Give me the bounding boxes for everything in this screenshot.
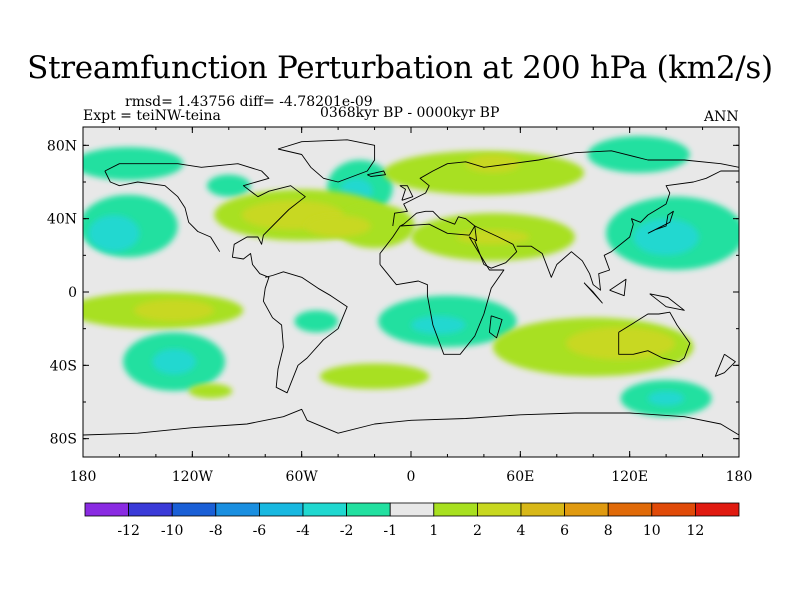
experiment-label: Expt = teiNW-teina [83, 108, 221, 124]
x-axis: 180 120W 60W 0 60E 120E 180 [70, 127, 753, 485]
coastline [647, 210, 674, 234]
coastline [399, 185, 414, 201]
contour-region [647, 391, 685, 406]
coastline [392, 150, 739, 227]
contour-region [134, 299, 215, 322]
season-label: ANN [704, 109, 739, 125]
coastline [516, 170, 739, 291]
colorbar-swatch [346, 502, 391, 517]
contour-region [206, 174, 251, 197]
x-tick-label: 60E [506, 469, 534, 485]
colorbar-label: -2 [340, 523, 354, 539]
colorbar-swatch [128, 502, 173, 517]
y-axis: 80N 40N 0 40S 80S [47, 138, 739, 448]
colorbar-label: -12 [117, 523, 140, 539]
page-title: Streamfunction Perturbation at 200 hPa (… [27, 50, 773, 86]
x-tick-label: 120E [611, 469, 648, 485]
coastline [618, 311, 691, 363]
contour-region [305, 215, 371, 237]
colorbar-label: -4 [296, 523, 310, 539]
colorbar-label: -8 [209, 523, 223, 539]
coastline [83, 408, 739, 436]
colorbar-label: 1 [429, 523, 438, 539]
x-tick-label: 180 [70, 469, 97, 485]
contour-region [456, 229, 530, 245]
contour-region [188, 383, 233, 399]
contour-region [633, 218, 699, 256]
colorbar-swatch [258, 502, 304, 517]
coastline [714, 353, 736, 377]
colorbar-label: 4 [517, 523, 526, 539]
colorbar-label: 2 [473, 523, 482, 539]
colorbar-label: 6 [560, 523, 569, 539]
coastline [583, 282, 603, 304]
contour-region [587, 136, 690, 173]
colorbar-label: -6 [253, 523, 267, 539]
coastline [367, 170, 386, 177]
coastline [379, 210, 476, 265]
colorbar-label: 10 [643, 523, 661, 539]
colorbar-swatch [302, 502, 347, 517]
coastline [474, 225, 518, 269]
colorbar-swatch [389, 502, 435, 517]
coastline [609, 278, 627, 297]
colorbar-swatch [215, 502, 260, 517]
colorbar-swatch [695, 502, 740, 517]
colorbar-swatch [607, 502, 653, 517]
coastlines [83, 139, 739, 436]
contour-region [383, 150, 585, 195]
x-tick-label: 60W [286, 469, 319, 485]
contour-region [294, 310, 339, 333]
colorbar-swatch [171, 502, 217, 517]
colorbar-swatch [651, 502, 696, 517]
colorbar-swatch [433, 502, 478, 517]
colorbar-swatch [564, 502, 609, 517]
contour-region [152, 348, 196, 375]
colorbar: -12 -10 -8 -6 -4 -2 -1 1 2 4 6 8 10 12 [84, 502, 740, 539]
y-tick-label: 40S [50, 358, 77, 374]
coastline [649, 293, 685, 311]
y-tick-label: 40N [47, 212, 77, 228]
contour-region [88, 215, 140, 252]
period-label: 0368kyr BP - 0000kyr BP [320, 105, 500, 121]
colorbar-label: -1 [383, 523, 397, 539]
y-tick-label: 0 [68, 285, 77, 301]
colorbar-label: 8 [604, 523, 613, 539]
x-tick-label: 0 [407, 469, 416, 485]
contour-region [565, 326, 676, 360]
y-tick-label: 80N [47, 138, 77, 154]
coastline [488, 315, 503, 339]
x-tick-label: 180 [726, 469, 753, 485]
coastline [104, 170, 221, 252]
coastline [104, 163, 348, 394]
contour-field [83, 136, 739, 417]
contour-region [319, 363, 430, 390]
colorbar-swatch [84, 502, 129, 517]
colorbar-swatch [476, 502, 522, 517]
y-tick-label: 80S [50, 432, 77, 448]
contour-region [465, 154, 521, 173]
x-tick-label: 120W [172, 469, 214, 485]
colorbar-swatch [520, 502, 565, 517]
colorbar-label: -10 [161, 523, 184, 539]
colorbar-label: 12 [686, 523, 704, 539]
contour-region [411, 315, 466, 335]
coastline [277, 139, 376, 183]
stats-line: rmsd= 1.43756 diff= -4.78201e-09 [125, 94, 373, 110]
